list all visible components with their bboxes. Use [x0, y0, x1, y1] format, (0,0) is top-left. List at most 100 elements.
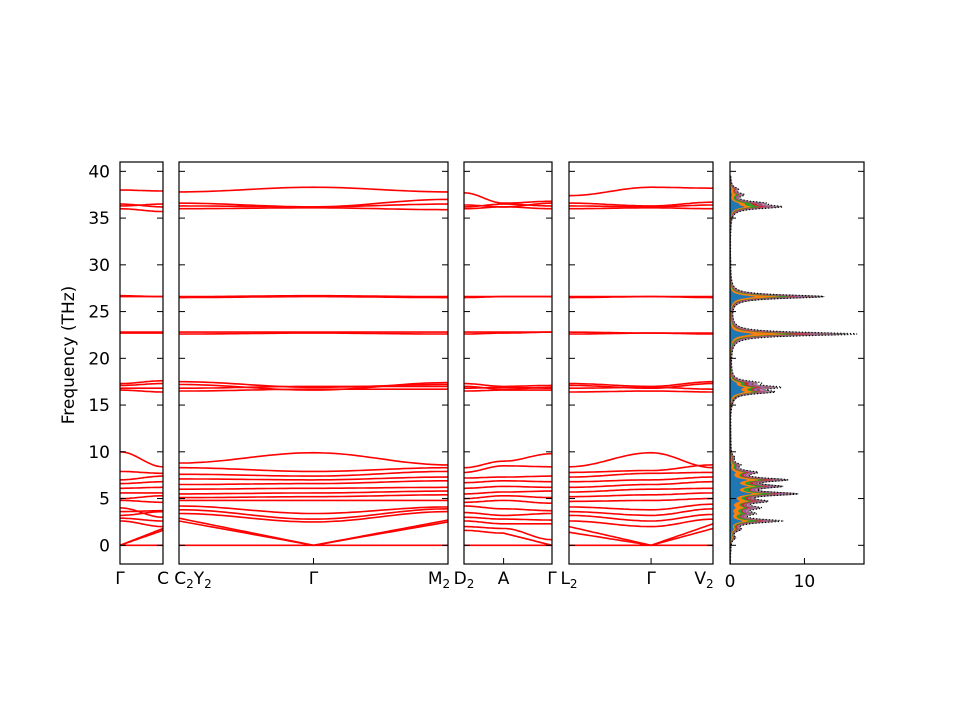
bands-layer — [119, 186, 714, 547]
band-line — [119, 475, 163, 481]
band-line — [120, 389, 163, 393]
total-dos-line — [730, 176, 858, 564]
partial-dos-area — [730, 175, 802, 564]
band-line — [569, 382, 713, 389]
y-tick-label: 5 — [99, 490, 110, 510]
band-line — [463, 495, 552, 500]
band-line — [569, 464, 713, 474]
band-line — [569, 380, 713, 388]
band-line — [119, 527, 164, 547]
band-line — [179, 508, 449, 520]
band-line — [120, 507, 164, 519]
band-line — [179, 480, 448, 486]
band-line — [568, 523, 714, 547]
dos-panel-frame — [729, 161, 865, 565]
band-line — [120, 486, 163, 490]
band-line — [119, 470, 163, 475]
band-line — [464, 520, 552, 525]
partial-dos — [730, 175, 802, 564]
band-line — [120, 517, 163, 522]
band-line — [179, 380, 448, 389]
band-line — [464, 452, 552, 469]
band-panel-c2-gamma-m2 — [178, 186, 449, 547]
band-line — [569, 476, 713, 483]
y-tick-label: 0 — [99, 536, 110, 556]
band-line — [568, 451, 714, 469]
band-line — [120, 520, 163, 528]
x-tick-label: C — [157, 569, 169, 589]
x-tick-label: Γ — [115, 569, 125, 589]
x-tick-label: C2Y2 — [174, 569, 212, 591]
band-line — [569, 390, 713, 393]
band-panel-frame — [463, 161, 553, 565]
band-line — [464, 516, 552, 521]
band-line — [178, 198, 448, 208]
band-line — [178, 505, 448, 515]
band-line — [179, 494, 448, 499]
band-line — [179, 476, 448, 481]
dos-x-tick-label: 0 — [725, 572, 736, 592]
band-line — [178, 520, 449, 547]
band-line — [120, 499, 163, 504]
band-line — [464, 382, 552, 388]
band-line — [569, 207, 713, 210]
band-line — [569, 513, 713, 522]
band-line — [120, 480, 163, 485]
band-line — [178, 517, 449, 547]
band-line — [464, 499, 552, 504]
band-line — [569, 518, 714, 528]
x-tick-label: D2 — [454, 569, 475, 591]
band-line — [568, 186, 713, 197]
band-line — [120, 509, 163, 513]
band-line — [179, 332, 448, 335]
band-line — [464, 192, 552, 204]
band-line — [464, 465, 552, 474]
y-tick-label: 20 — [88, 349, 110, 369]
dos-x-tick-label: 10 — [794, 572, 816, 592]
band-line — [569, 487, 713, 493]
band-panel-frame — [568, 161, 714, 565]
y-tick-label: 35 — [88, 209, 110, 229]
band-line — [179, 388, 448, 392]
band-line — [120, 382, 163, 387]
band-line — [179, 466, 448, 473]
partial-dos-area — [730, 175, 788, 564]
band-panel-frame — [178, 161, 449, 565]
x-tick-label: A — [498, 569, 510, 589]
band-line — [569, 503, 713, 511]
band-line — [464, 525, 553, 541]
y-tick-label: 30 — [88, 256, 110, 276]
band-line — [464, 490, 552, 495]
band-line — [119, 189, 163, 192]
band-line — [569, 492, 714, 498]
band-line — [178, 510, 449, 523]
band-line — [464, 475, 552, 479]
band-panel-d2-a-gamma — [463, 192, 553, 547]
band-line — [179, 186, 448, 193]
band-line — [464, 511, 552, 517]
x-tick-label: Γ — [646, 569, 656, 589]
band-line — [120, 510, 164, 517]
band-line — [568, 331, 713, 334]
y-tick-label: 15 — [88, 396, 110, 416]
band-line — [464, 485, 552, 490]
y-tick-label: 40 — [88, 162, 110, 182]
x-tick-label: V2 — [694, 569, 713, 591]
y-tick-label: 25 — [88, 303, 110, 323]
band-line — [119, 451, 164, 468]
band-line — [464, 480, 552, 484]
x-tick-label: L2 — [560, 569, 577, 591]
y-tick-label: 10 — [88, 443, 110, 463]
band-panel-gamma-c — [119, 189, 164, 547]
band-line — [120, 294, 163, 298]
band-line — [179, 470, 449, 477]
band-line — [569, 204, 713, 208]
band-line — [464, 505, 552, 512]
x-tick-label: Γ — [547, 569, 557, 589]
band-line — [179, 385, 448, 389]
band-line — [179, 295, 448, 299]
partial-dos — [730, 175, 788, 564]
